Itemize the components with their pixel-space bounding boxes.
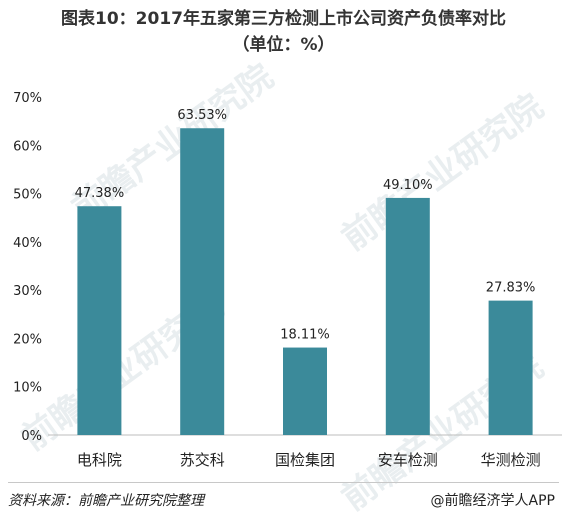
chart-title-line1: 图表10：2017年五家第三方检测上市公司资产负债率对比 [61, 9, 506, 29]
y-tick-label: 10% [13, 381, 42, 396]
data-label: 47.38% [75, 186, 125, 201]
y-tick-label: 60% [13, 139, 42, 154]
bar [385, 197, 430, 435]
brand-credit: @前瞻经济学人APP [430, 493, 555, 509]
chart-title-line2: （单位：%） [232, 35, 335, 55]
y-tick-label: 40% [13, 236, 42, 251]
x-tick-label: 国检集团 [275, 451, 335, 469]
data-label: 18.11% [280, 328, 330, 343]
bar [488, 300, 533, 435]
x-tick-label: 华测检测 [481, 451, 541, 469]
x-tick-label: 安车检测 [378, 451, 438, 469]
footer-divider [8, 482, 559, 483]
y-tick-label: 30% [13, 284, 42, 299]
data-label: 49.10% [383, 178, 433, 193]
data-label: 27.83% [486, 281, 536, 296]
x-tick-label: 电科院 [77, 451, 122, 469]
bar [180, 128, 225, 436]
y-tick-label: 50% [13, 188, 42, 203]
data-label: 63.53% [177, 108, 227, 123]
source-note: 资料来源：前瞻产业研究院整理 [8, 493, 204, 509]
bar [77, 206, 122, 435]
y-tick-label: 70% [13, 91, 42, 106]
y-tick-label: 20% [13, 332, 42, 347]
chart-title: 图表10：2017年五家第三方检测上市公司资产负债率对比 （单位：%） [0, 6, 567, 58]
bar [283, 347, 327, 435]
x-tick-label: 苏交科 [180, 451, 225, 469]
y-tick-label: 0% [21, 429, 42, 444]
